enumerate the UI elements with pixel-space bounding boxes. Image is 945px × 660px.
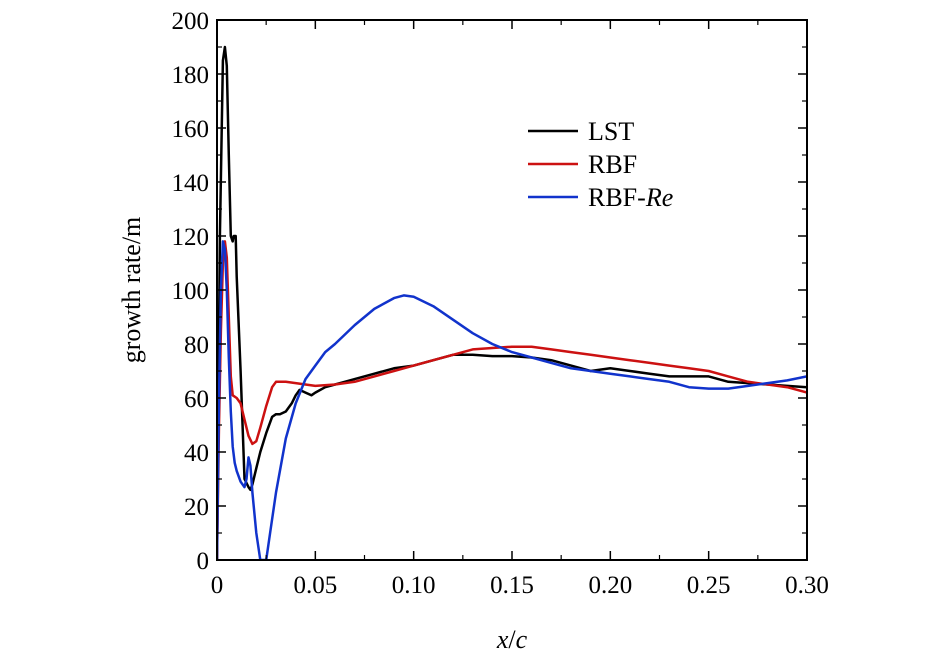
series-line-rbf-re — [217, 240, 807, 560]
legend-label-rbf: RBF — [588, 150, 637, 179]
x-axis-title: x/c — [496, 625, 528, 654]
series-line-rbf — [217, 240, 807, 560]
legend-label-part: RBF- — [588, 183, 646, 212]
y-tick-label: 20 — [184, 494, 209, 521]
x-tick-label: 0.15 — [490, 572, 534, 599]
legend-label-part: RBF — [588, 150, 637, 179]
legend-label-lst: LST — [588, 117, 634, 146]
y-tick-label: 100 — [172, 278, 210, 305]
legend-label-rbf-re: RBF-Re — [588, 183, 673, 212]
x-tick-label: 0.20 — [588, 572, 632, 599]
x-axis-title-part: c — [516, 625, 528, 654]
y-tick-label: 160 — [172, 116, 210, 143]
legend: LST RBF RBF-Re — [528, 117, 673, 212]
y-tick-label: 120 — [172, 224, 210, 251]
y-tick-label: 200 — [172, 8, 210, 35]
y-tick-label: 180 — [172, 62, 210, 89]
x-axis-title-part: / — [508, 625, 516, 654]
y-tick-label: 0 — [197, 548, 210, 575]
x-tick-label: 0.30 — [785, 572, 829, 599]
series-layer — [217, 45, 807, 560]
plot-frame — [216, 19, 808, 561]
x-axis-title-part: x — [496, 625, 509, 654]
y-tick-label: 80 — [184, 332, 209, 359]
y-tick-label: 60 — [184, 386, 209, 413]
ticks-layer: 0 0.05 0.10 0.15 0.20 0.25 0.30 0 20 40 60 80 100 120… — [172, 8, 829, 599]
legend-label-part: Re — [645, 183, 673, 212]
x-tick-label: 0.25 — [687, 572, 731, 599]
y-tick-label: 140 — [172, 170, 210, 197]
y-tick-label: 40 — [184, 440, 209, 467]
x-tick-label: 0.05 — [293, 572, 337, 599]
x-tick-label: 0.10 — [392, 572, 436, 599]
y-axis-title: growth rate/m — [117, 217, 146, 364]
series-line-lst — [217, 45, 807, 560]
x-tick-label: 0 — [211, 572, 224, 599]
legend-label-part: LST — [588, 117, 634, 146]
